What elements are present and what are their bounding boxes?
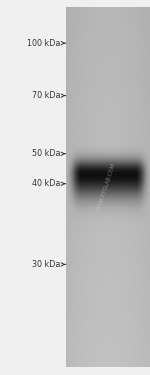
Text: 40 kDa: 40 kDa [32,179,60,188]
Text: 50 kDa: 50 kDa [32,149,60,158]
Text: 70 kDa: 70 kDa [32,91,60,100]
Text: WWW.PTGLAB.COM: WWW.PTGLAB.COM [96,162,117,213]
Text: 30 kDa: 30 kDa [32,260,60,269]
Text: 100 kDa: 100 kDa [27,39,60,48]
